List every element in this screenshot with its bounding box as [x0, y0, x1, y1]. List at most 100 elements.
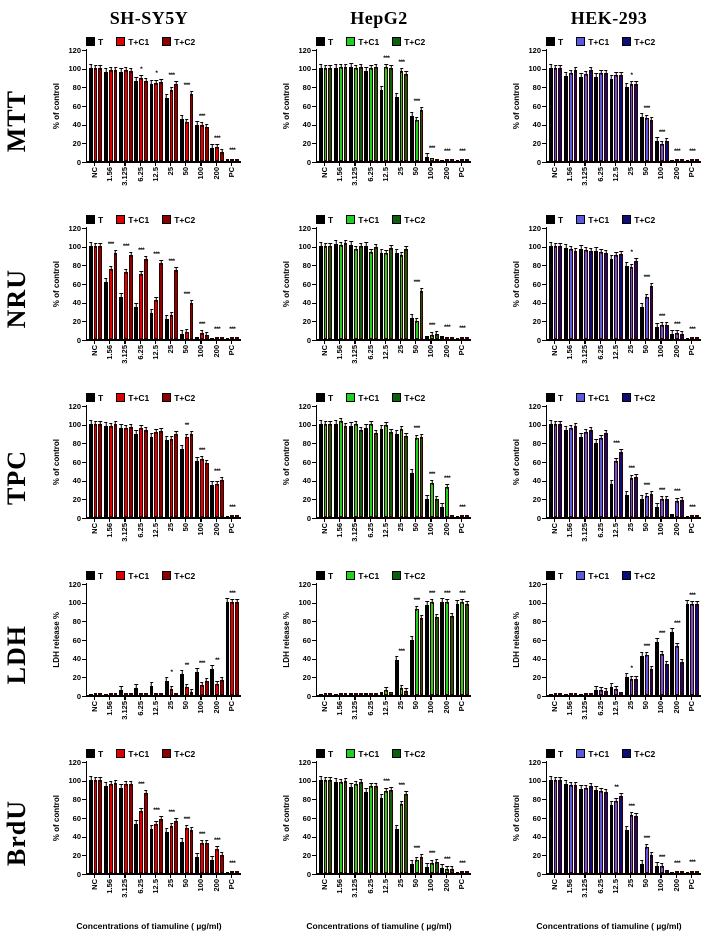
y-tick: 0 — [537, 514, 546, 523]
error-bar-icon — [609, 800, 614, 806]
x-tick-cell: NC — [317, 341, 332, 375]
legend-swatch-icon — [86, 571, 95, 580]
x-tick-mark — [215, 341, 217, 344]
error-bar-icon — [584, 785, 588, 790]
y-axis: 0 20 40 60 80 100 120 — [62, 224, 86, 344]
y-tick: 100 — [528, 599, 546, 607]
significance-marker: * — [630, 71, 634, 79]
x-tick-cell: 12.5 — [608, 341, 623, 375]
bar-tc1-200 — [445, 159, 449, 161]
x-tick-cell: NC — [317, 519, 332, 553]
error-bar-icon — [564, 243, 568, 249]
y-tick-label: 80 — [72, 438, 81, 448]
x-tick-cell: 100 — [653, 163, 668, 197]
x-tick-label: 200 — [441, 701, 451, 714]
error-bar-icon — [200, 840, 204, 845]
y-tick-mark — [82, 817, 86, 820]
bar-t-6.25 — [594, 73, 599, 161]
x-tick-cell: PC — [454, 875, 469, 909]
y-tick-mark — [312, 658, 316, 660]
x-tick-mark — [230, 697, 232, 700]
x-tick-cell: 100 — [423, 875, 438, 909]
x-tick-mark — [124, 697, 126, 700]
bar-t-50 — [180, 330, 184, 339]
y-tick: 120 — [68, 224, 86, 233]
bar-t-PC — [685, 599, 690, 695]
x-tick-mark — [415, 519, 417, 522]
plot-area: *** *** *** *** — [316, 227, 471, 341]
bar-tc1-PC — [460, 337, 465, 339]
bar-group-1.56 — [333, 583, 348, 695]
x-tick-mark — [690, 341, 692, 344]
bar-tc1-6.25 — [139, 808, 144, 873]
bar-tc1-NC — [323, 693, 328, 695]
bar-tc2-25 — [634, 80, 639, 161]
plot-area: *** *** *** *** *** *** — [316, 761, 471, 875]
legend-item-tc2: T+C2 — [622, 393, 655, 403]
x-tick-mark — [460, 163, 462, 166]
bar-t-200 — [440, 502, 445, 517]
error-bar-icon — [364, 787, 369, 793]
significance-marker: *** — [413, 845, 421, 853]
error-bar-icon — [200, 121, 204, 127]
bar-tc1-3.125 — [584, 71, 588, 161]
bar-tc1-PC — [230, 159, 235, 161]
bar-tc2-1.56 — [573, 423, 578, 517]
x-tick-mark — [124, 875, 126, 878]
error-bar-icon — [410, 469, 414, 474]
x-tick-label: 6.25 — [595, 167, 605, 182]
bar-t-50 — [640, 113, 644, 161]
y-axis-label: % of control — [510, 227, 522, 341]
bar-tc2-12.5 — [389, 64, 394, 161]
error-bar-icon — [354, 420, 358, 426]
chart-nru-hek-293: T T+C1 T+C2% of control 0 20 40 60 80 100 120 * ***… — [494, 213, 724, 385]
x-tick-mark — [354, 519, 356, 522]
error-bar-icon — [169, 311, 174, 317]
x-tick-cell: 6.25 — [133, 341, 148, 375]
bar-group-200: *** — [670, 227, 685, 339]
y-tick: 100 — [68, 599, 86, 607]
bar-tc2-6.25 — [144, 255, 148, 339]
x-tick-label: 12.5 — [610, 701, 620, 716]
bar-tc1-3.125 — [354, 420, 358, 517]
bar-tc1-50 — [644, 651, 649, 695]
x-tick-cell: 1.56 — [102, 341, 117, 375]
x-tick-mark — [690, 697, 692, 700]
y-tick-mark — [542, 639, 546, 642]
error-bar-icon — [195, 667, 199, 673]
bar-tc1-NC — [93, 420, 98, 517]
bar-tc2-100 — [664, 870, 669, 873]
legend-item-t: T — [546, 37, 563, 47]
y-tick: 20 — [533, 317, 546, 326]
x-tick-mark — [584, 697, 586, 700]
error-bar-icon — [195, 457, 199, 462]
significance-marker: *** — [444, 856, 451, 864]
bar-tc1-PC — [460, 159, 465, 161]
y-axis: 0 20 40 60 80 100 120 — [292, 224, 316, 344]
y-axis: 0 20 40 60 80 100 120 — [62, 758, 86, 878]
bar-t-PC — [455, 160, 460, 161]
legend-label: T — [328, 748, 334, 759]
bar-t-6.25 — [364, 424, 369, 517]
y-tick: 60 — [533, 636, 546, 645]
bar-tc2-12.5 — [619, 72, 624, 161]
legend-item-t: T — [546, 749, 563, 759]
error-bar-icon — [195, 120, 199, 126]
bar-groups: ***************** — [87, 49, 241, 161]
y-tick: 120 — [528, 402, 546, 411]
legend-label: T+C2 — [404, 748, 426, 759]
legend-label: T — [328, 570, 334, 581]
error-bar-icon — [573, 67, 578, 72]
significance-marker: *** — [413, 597, 421, 605]
x-tick-cell: 25 — [623, 163, 638, 197]
y-tick: 120 — [298, 46, 316, 55]
x-tick-cell: 200 — [209, 341, 224, 375]
y-tick-label: 80 — [532, 438, 541, 448]
y-tick-mark — [312, 443, 316, 445]
bar-tc1-50 — [184, 433, 189, 517]
bar-tc2-100 — [434, 613, 439, 695]
bar-tc2-12.5 — [389, 786, 394, 873]
x-tick-cell: PC — [684, 341, 699, 375]
x-tick-labels: NC 1.56 3.125 6.25 12.5 25 50 100 200 PC — [546, 519, 724, 553]
